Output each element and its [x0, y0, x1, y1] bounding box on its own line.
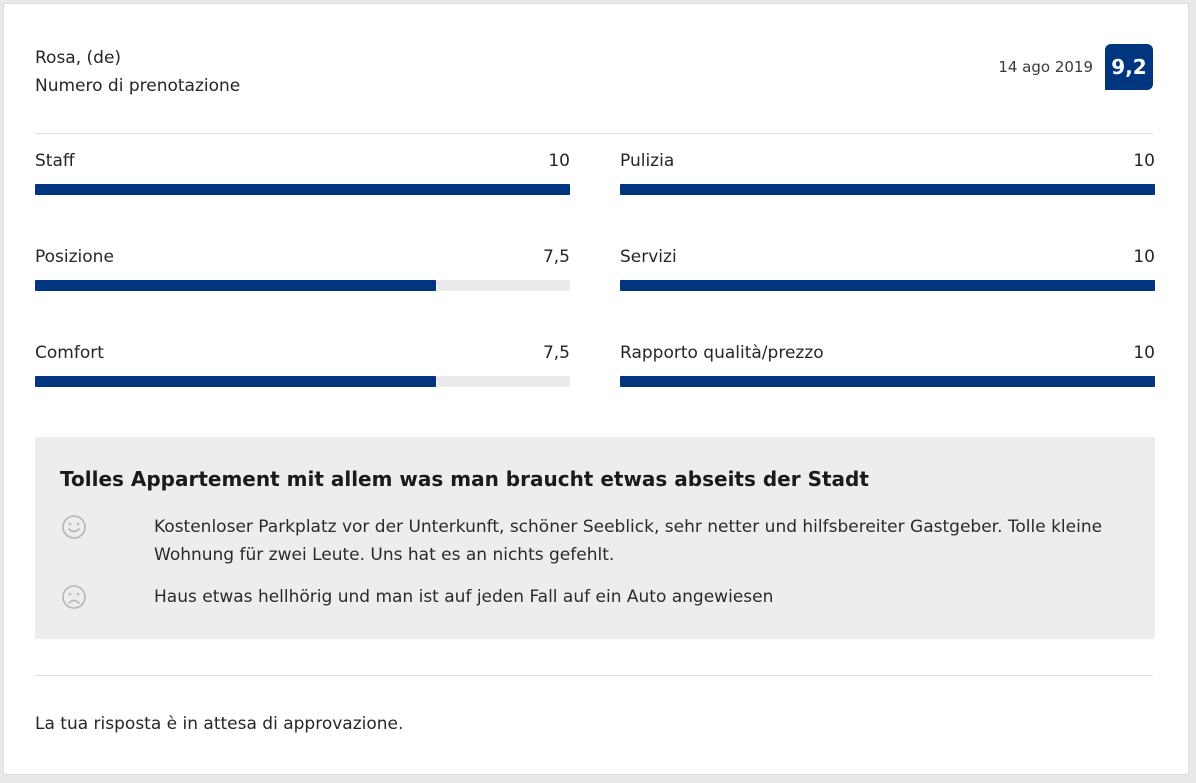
- negative-comment: Haus etwas hellhörig und man ist auf jed…: [60, 583, 1135, 611]
- score-bar-fill: [620, 376, 1155, 387]
- positive-text: Kostenloser Parkplatz vor der Unterkunft…: [154, 517, 1103, 565]
- score-label: Staff: [35, 151, 75, 171]
- frown-icon: [62, 585, 86, 609]
- score-item-posizione: Posizione 7,5: [35, 246, 570, 291]
- score-value: 10: [548, 151, 570, 171]
- score-value: 10: [1133, 343, 1155, 363]
- score-label: Pulizia: [620, 151, 675, 171]
- score-value: 7,5: [542, 343, 570, 363]
- smile-icon: [62, 515, 86, 539]
- score-label: Servizi: [620, 247, 677, 267]
- score-item-pulizia: Pulizia 10: [620, 150, 1155, 195]
- score-bar-fill: [35, 376, 437, 387]
- negative-text: Haus etwas hellhörig und man ist auf jed…: [154, 587, 774, 607]
- reviewer-name: Rosa, (de): [35, 48, 122, 68]
- score-bar-fill: [35, 280, 437, 291]
- review-title: Tolles Appartement mit allem was man bra…: [60, 467, 869, 491]
- score-bar: [35, 376, 570, 387]
- score-value: 10: [1133, 151, 1155, 171]
- score-bar: [620, 376, 1155, 387]
- score-label: Posizione: [35, 247, 114, 267]
- score-value: 7,5: [542, 247, 570, 267]
- score-bar: [620, 280, 1155, 291]
- score-bar: [620, 184, 1155, 195]
- response-status: La tua risposta è in attesa di approvazi…: [35, 714, 404, 734]
- footer-divider: [35, 675, 1153, 676]
- review-card: Rosa, (de) Numero di prenotazione 14 ago…: [3, 3, 1189, 775]
- header-divider: [35, 133, 1153, 134]
- review-content: Tolles Appartement mit allem was man bra…: [35, 437, 1155, 639]
- score-item-staff: Staff 10: [35, 150, 570, 195]
- review-header: Rosa, (de) Numero di prenotazione 14 ago…: [35, 44, 1153, 104]
- score-item-comfort: Comfort 7,5: [35, 342, 570, 387]
- score-value: 10: [1133, 247, 1155, 267]
- score-bar-fill: [35, 184, 570, 195]
- score-label: Comfort: [35, 343, 104, 363]
- booking-number-label: Numero di prenotazione: [35, 76, 241, 96]
- score-bar: [35, 184, 570, 195]
- score-item-servizi: Servizi 10: [620, 246, 1155, 291]
- score-badge: 9,2: [1105, 44, 1153, 90]
- positive-comment: Kostenloser Parkplatz vor der Unterkunft…: [60, 513, 1135, 569]
- score-label: Rapporto qualità/prezzo: [620, 343, 824, 363]
- review-date: 14 ago 2019: [998, 58, 1093, 76]
- score-item-value-for-money: Rapporto qualità/prezzo 10: [620, 342, 1155, 387]
- score-bar: [35, 280, 570, 291]
- score-bar-fill: [620, 184, 1155, 195]
- score-bar-fill: [620, 280, 1155, 291]
- header-meta: 14 ago 2019 9,2: [998, 44, 1153, 90]
